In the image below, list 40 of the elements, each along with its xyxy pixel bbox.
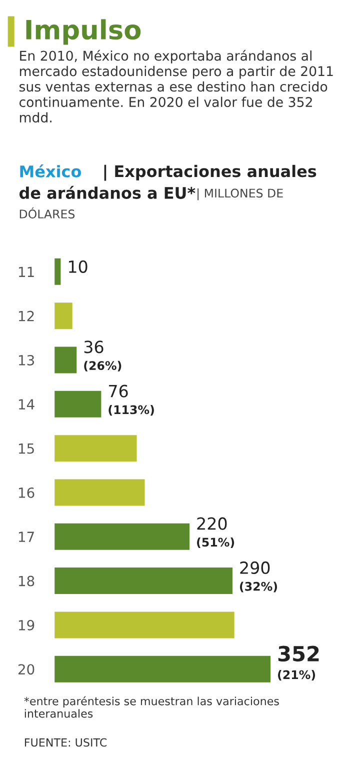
annotation: (113%): [108, 405, 154, 416]
text: *entre paréntesis se muestran las variaciones interanuales: [24, 696, 279, 718]
text: | Exportaciones anuales: [104, 164, 316, 181]
text: | MILLONES DE: [198, 188, 283, 200]
bar: [54, 302, 72, 330]
y-tick-label: 19: [18, 620, 34, 630]
annotation: (51%): [197, 538, 234, 548]
source-note: FUENTE: USITC: [24, 738, 107, 747]
y-tick-label: 20: [18, 664, 34, 675]
bar: [54, 479, 145, 506]
text: DÓLARES: [20, 207, 75, 218]
data-label: 10: [69, 260, 88, 273]
data-label: 220: [197, 517, 227, 530]
annotation: (32%): [240, 582, 277, 592]
annotation: (26%): [84, 360, 122, 372]
y-tick-label: 14: [18, 399, 34, 410]
text: México: [20, 164, 82, 178]
bar: [54, 523, 190, 550]
chart-title: Impulso: [26, 19, 141, 45]
data-label: 290: [240, 561, 270, 574]
y-tick-label: 16: [18, 487, 34, 498]
annotation: (21%): [278, 670, 316, 681]
bar: [54, 612, 234, 638]
bar: [54, 258, 61, 285]
y-tick-label: 13: [18, 354, 34, 366]
bar: [54, 568, 232, 594]
data-label: 352: [278, 646, 319, 662]
bar: [54, 656, 271, 682]
data-label: 76: [109, 384, 128, 398]
bar: [54, 346, 77, 374]
bar: [54, 435, 137, 462]
y-tick-label: 18: [18, 576, 34, 586]
data-label: 36: [84, 340, 104, 354]
y-tick-label: 15: [18, 443, 34, 454]
y-tick-label: 12: [18, 310, 34, 322]
y-tick-label: 11: [18, 266, 34, 277]
text: de arándanos a EU*: [19, 186, 196, 199]
y-tick-label: 17: [18, 532, 34, 542]
chart-subtitle: En 2010, México no exportaba arándanos al mercado estadounidense pero a partir de 2011 sus ventas externas a ese destino han crecido continuamente. En 2020 el valor fue de 352 mdd.: [19, 50, 333, 123]
bar: [54, 390, 102, 418]
